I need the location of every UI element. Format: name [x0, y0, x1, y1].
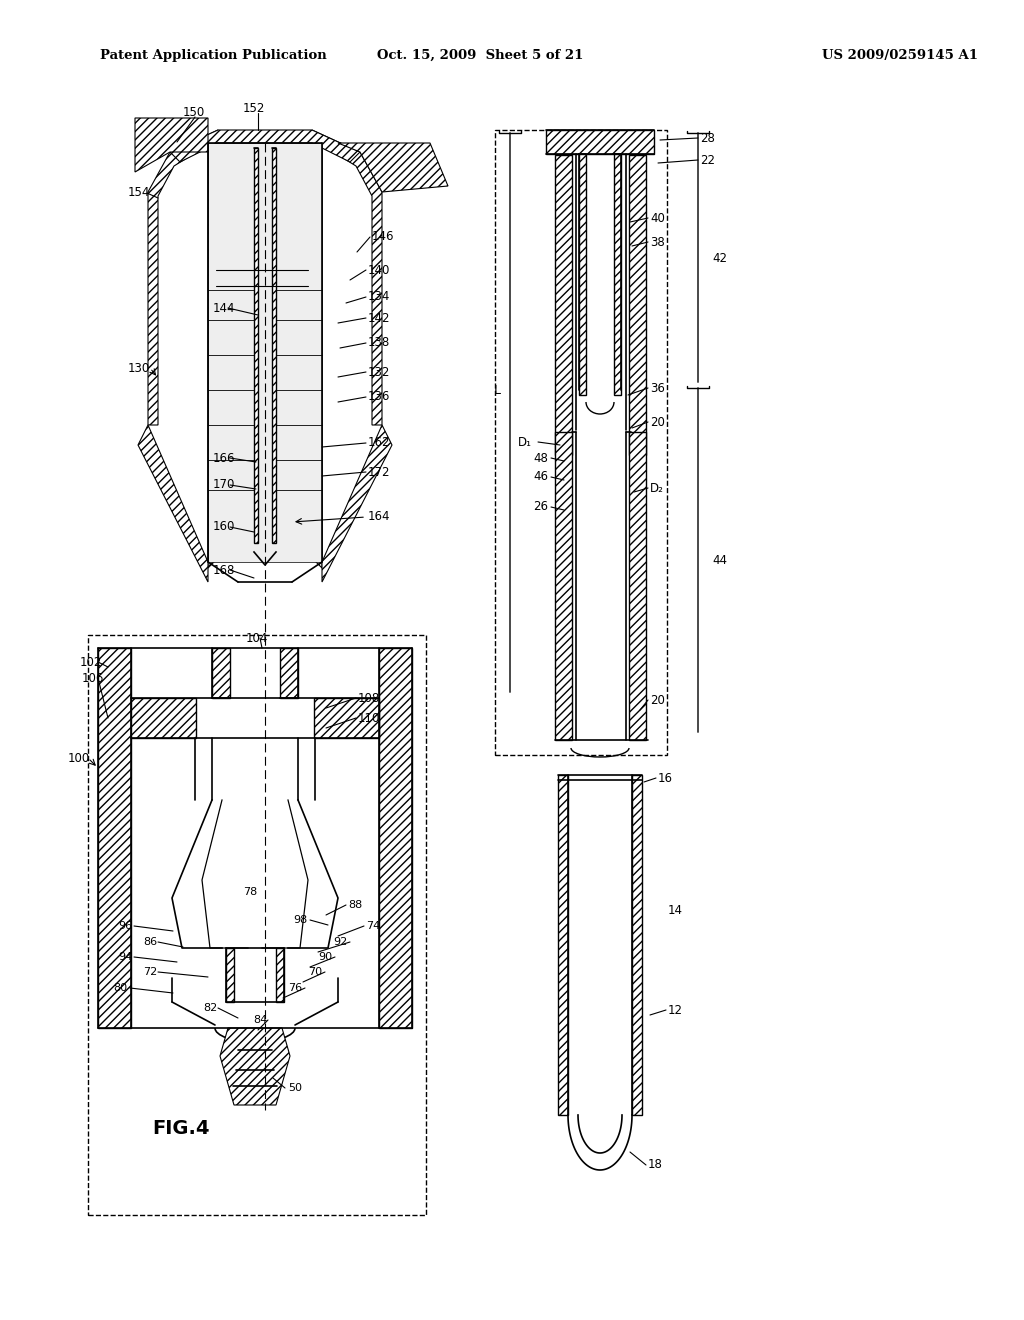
- Bar: [614, 154, 621, 395]
- Polygon shape: [138, 425, 208, 582]
- Text: 90: 90: [318, 952, 332, 962]
- Polygon shape: [208, 143, 322, 562]
- Text: 102: 102: [80, 656, 102, 668]
- Text: 44: 44: [712, 553, 727, 566]
- Text: 78: 78: [243, 887, 257, 898]
- Text: 92: 92: [333, 937, 347, 946]
- Bar: [276, 948, 284, 1002]
- Bar: [629, 154, 646, 455]
- Text: 110: 110: [358, 711, 380, 725]
- Bar: [579, 154, 586, 395]
- Text: Patent Application Publication: Patent Application Publication: [100, 49, 327, 62]
- Bar: [254, 148, 258, 543]
- Text: 48: 48: [534, 451, 548, 465]
- Text: 98: 98: [293, 915, 307, 925]
- Text: 94: 94: [118, 952, 132, 962]
- Text: 100: 100: [68, 751, 90, 764]
- Text: 70: 70: [308, 968, 323, 977]
- Text: 42: 42: [712, 252, 727, 264]
- Text: 14: 14: [668, 903, 683, 916]
- Text: 36: 36: [650, 381, 665, 395]
- Text: 142: 142: [368, 312, 390, 325]
- Text: 74: 74: [366, 921, 380, 931]
- Text: 162: 162: [368, 437, 390, 450]
- Text: 104: 104: [246, 631, 268, 644]
- Text: FIG.4: FIG.4: [152, 1118, 210, 1138]
- Text: D₂: D₂: [650, 482, 664, 495]
- Text: 82: 82: [203, 1003, 217, 1012]
- Text: 26: 26: [534, 500, 548, 513]
- Text: 50: 50: [288, 1082, 302, 1093]
- Text: 28: 28: [700, 132, 715, 144]
- Polygon shape: [220, 1028, 290, 1105]
- Bar: [272, 148, 276, 543]
- Text: 86: 86: [143, 937, 157, 946]
- Polygon shape: [312, 129, 382, 568]
- Text: 170: 170: [213, 479, 236, 491]
- Text: L: L: [494, 384, 501, 396]
- Polygon shape: [148, 129, 218, 568]
- Bar: [555, 432, 572, 741]
- Text: 134: 134: [368, 290, 390, 304]
- Bar: [280, 648, 298, 698]
- Text: 38: 38: [650, 235, 665, 248]
- Bar: [379, 648, 412, 1028]
- Text: 130: 130: [128, 362, 151, 375]
- Text: 172: 172: [368, 466, 390, 479]
- Text: Oct. 15, 2009  Sheet 5 of 21: Oct. 15, 2009 Sheet 5 of 21: [377, 49, 584, 62]
- Text: 144: 144: [213, 301, 236, 314]
- Text: 72: 72: [143, 968, 158, 977]
- Text: US 2009/0259145 A1: US 2009/0259145 A1: [822, 49, 978, 62]
- Text: 80: 80: [113, 983, 127, 993]
- Text: 154: 154: [128, 186, 151, 199]
- Text: 138: 138: [368, 337, 390, 350]
- Text: 84: 84: [253, 1015, 267, 1026]
- Bar: [98, 648, 131, 1028]
- Polygon shape: [322, 425, 392, 582]
- Text: 106: 106: [82, 672, 104, 685]
- Text: 22: 22: [700, 153, 715, 166]
- Text: 18: 18: [648, 1159, 663, 1172]
- Bar: [629, 432, 646, 741]
- Text: 132: 132: [368, 366, 390, 379]
- Bar: [131, 698, 196, 738]
- Text: 20: 20: [650, 416, 665, 429]
- Text: 152: 152: [243, 102, 265, 115]
- Text: 168: 168: [213, 564, 236, 577]
- Text: 108: 108: [358, 692, 380, 705]
- Text: 40: 40: [650, 211, 665, 224]
- Bar: [546, 129, 654, 154]
- Text: 164: 164: [368, 511, 390, 524]
- Text: 140: 140: [368, 264, 390, 276]
- Polygon shape: [135, 117, 208, 172]
- Text: 166: 166: [213, 451, 236, 465]
- Text: 160: 160: [213, 520, 236, 533]
- Text: 20: 20: [650, 693, 665, 706]
- Bar: [314, 698, 379, 738]
- Text: 16: 16: [658, 771, 673, 784]
- Polygon shape: [170, 129, 360, 162]
- Text: 150: 150: [183, 106, 205, 119]
- Bar: [555, 154, 572, 455]
- Text: 146: 146: [372, 231, 394, 243]
- Text: 136: 136: [368, 391, 390, 404]
- Text: 12: 12: [668, 1003, 683, 1016]
- Bar: [212, 648, 230, 698]
- Bar: [226, 948, 234, 1002]
- Polygon shape: [338, 143, 449, 191]
- Text: 76: 76: [288, 983, 302, 993]
- Bar: [558, 775, 568, 1115]
- Text: 88: 88: [348, 900, 362, 909]
- Bar: [632, 775, 642, 1115]
- Text: 96: 96: [118, 921, 132, 931]
- Text: D₁: D₁: [518, 436, 532, 449]
- Text: 46: 46: [534, 470, 548, 483]
